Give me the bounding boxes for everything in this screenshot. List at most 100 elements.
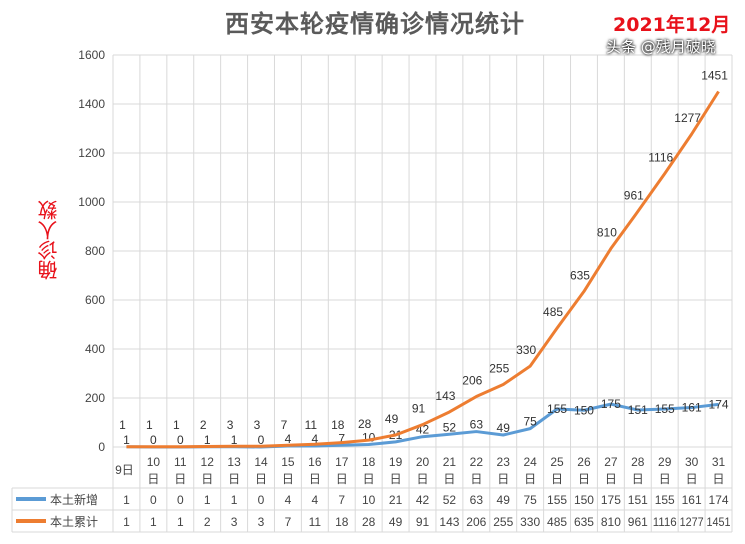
table-cell: 2 [204,515,211,529]
data-label: 3 [227,418,234,432]
y-tick-label: 600 [85,293,105,307]
data-label: 161 [682,401,702,415]
x-tick-label: 13 日 [227,455,241,486]
data-label: 961 [624,189,644,203]
table-cell: 150 [574,493,594,507]
x-tick-label: 30 日 [685,455,699,486]
data-label: 1 [146,418,153,432]
table-cell: 1 [150,515,157,529]
table-cell: 810 [601,515,621,529]
chart-title: 西安本轮疫情确诊情况统计 [225,10,525,38]
data-label: 3 [254,418,261,432]
table-cell: 49 [389,515,403,529]
x-tick-label: 16 日 [308,455,322,486]
table-cell: 161 [682,493,702,507]
table-cell: 1 [177,515,184,529]
x-tick-label: 15 日 [281,455,295,486]
table-cell: 174 [709,493,729,507]
table-cell: 330 [520,515,540,529]
table-cell: 155 [655,493,675,507]
y-tick-label: 800 [85,244,105,258]
data-label: 206 [462,374,482,388]
table-cell: 635 [574,515,594,529]
table-cell: 4 [285,493,292,507]
data-label: 1277 [674,111,701,125]
x-tick-label: 18 日 [362,455,376,486]
table-cell: 155 [547,493,567,507]
legend-label: 本土新增 [50,492,98,507]
data-label: 28 [358,417,372,431]
data-label: 1 [119,418,126,432]
table-cell: 11 [309,515,322,529]
data-label: 255 [489,362,509,376]
x-tick-label: 28 日 [631,455,645,486]
data-label: 635 [570,268,590,282]
table-cell: 0 [258,493,265,507]
data-label: 63 [470,418,484,432]
table-cell: 1 [231,493,238,507]
x-tick-label: 11 日 [174,455,187,486]
data-label: 0 [177,433,184,447]
x-tick-label: 25 日 [550,455,564,486]
data-label: 0 [150,433,157,447]
y-tick-label: 1600 [78,48,105,62]
x-tick-label: 17 日 [335,455,349,486]
table-cell: 3 [258,515,265,529]
table-cell: 10 [362,493,376,507]
x-tick-label: 10 日 [147,455,161,486]
table-cell: 1 [123,515,130,529]
y-tick-label: 0 [98,440,105,454]
data-label: 52 [443,420,457,434]
data-label: 1451 [701,69,728,83]
x-tick-label: 20 日 [416,455,430,486]
data-label: 155 [547,402,567,416]
data-label: 330 [516,343,536,357]
x-tick-label: 9日 [115,463,134,477]
x-tick-label: 29 日 [658,455,672,486]
data-label: 1116 [648,151,673,165]
table-cell: 1 [204,493,211,507]
table-cell: 206 [466,515,486,529]
data-label: 810 [597,226,617,240]
table-cell: 961 [628,515,648,529]
table-cell: 485 [547,515,567,529]
x-tick-label: 21 日 [443,455,457,486]
table-cell: 91 [416,515,430,529]
data-label: 1 [173,418,180,432]
table-cell: 42 [416,493,430,507]
table-cell: 75 [523,493,537,507]
watermark: 头条 @残月破晓 [606,38,716,56]
table-cell: 1 [123,493,130,507]
table-cell: 4 [312,493,319,507]
x-tick-label: 19 日 [389,455,403,486]
table-cell: 7 [285,515,292,529]
table-cell: 7 [338,493,345,507]
data-label: 18 [331,418,345,432]
data-label: 1 [204,433,211,447]
y-tick-label: 1400 [78,97,105,111]
table-cell: 1277 [680,515,704,529]
data-label: 2 [200,418,207,432]
data-label: 11 [305,418,318,432]
data-label: 49 [385,412,399,426]
data-label: 174 [709,397,729,411]
data-label: 151 [628,403,648,417]
x-tick-label: 14 日 [254,455,268,486]
data-label: 10 [362,431,376,445]
data-label: 91 [412,402,426,416]
data-label: 7 [281,418,288,432]
data-label: 4 [285,432,292,446]
table-cell: 52 [443,493,457,507]
table-cell: 3 [231,515,238,529]
table-cell: 0 [150,493,157,507]
data-label: 0 [258,433,265,447]
data-label: 155 [655,402,675,416]
table-cell: 151 [628,493,648,507]
x-tick-label: 31 日 [712,455,726,486]
table-cell: 28 [362,515,376,529]
chart-subtitle: 2021年12月 [613,14,731,36]
data-label: 7 [338,431,345,445]
data-label: 485 [543,305,563,319]
